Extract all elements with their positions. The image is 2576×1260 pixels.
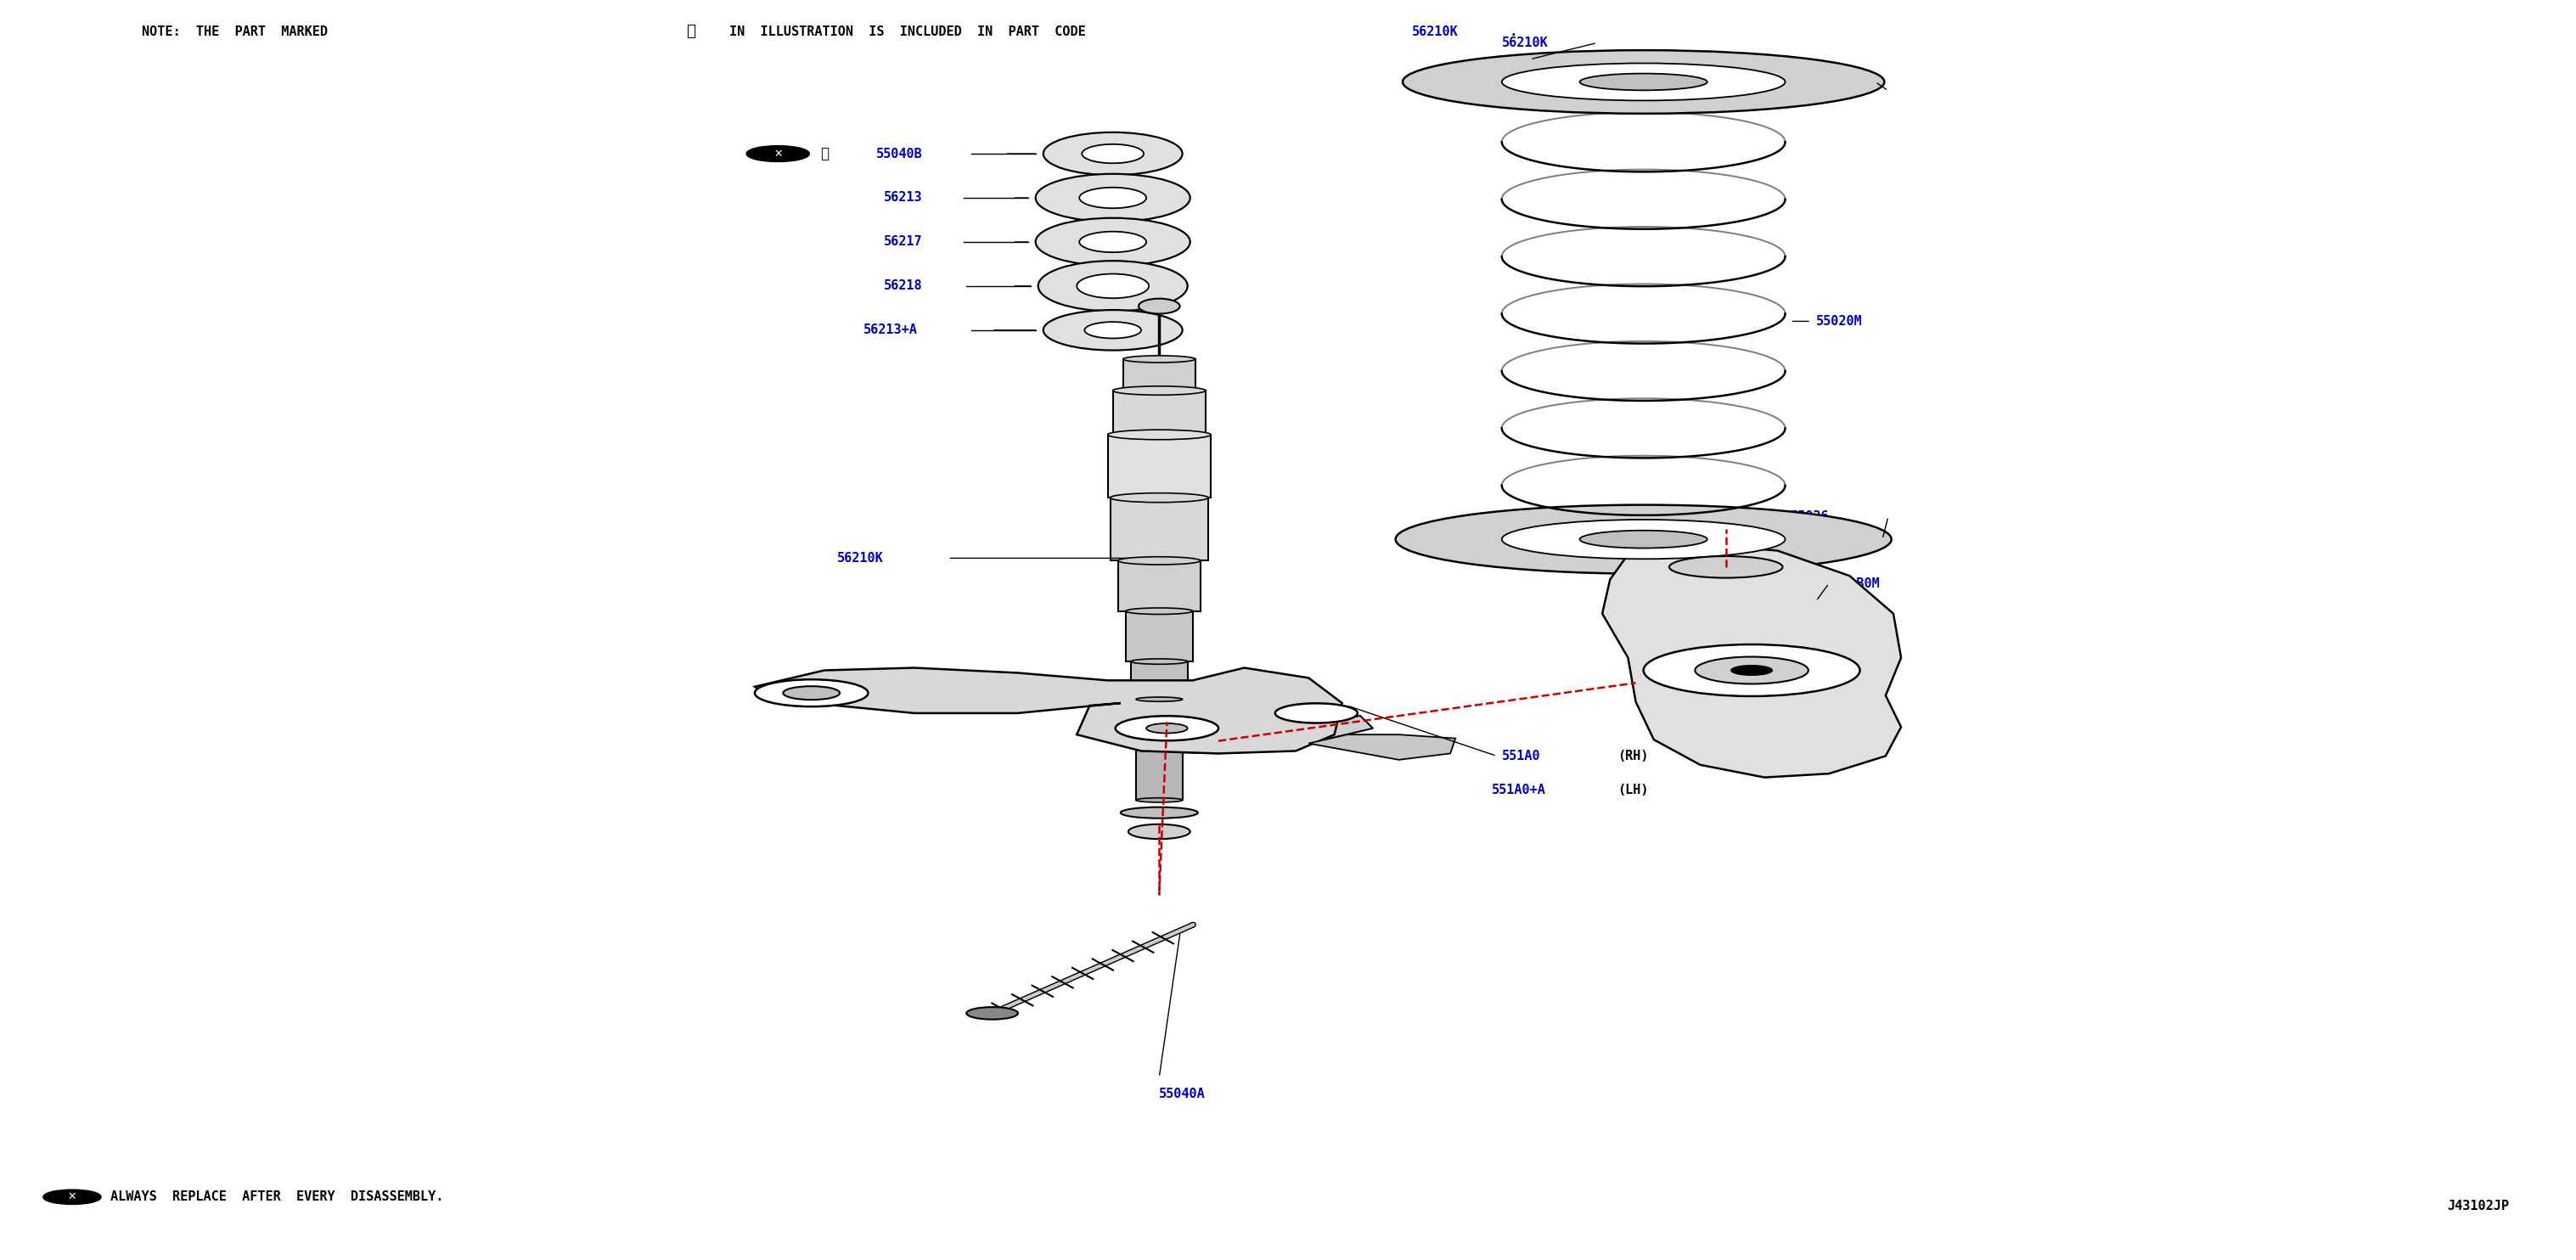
Ellipse shape	[1128, 824, 1190, 839]
Ellipse shape	[1275, 703, 1358, 723]
Ellipse shape	[1139, 299, 1180, 314]
Text: IN  ILLUSTRATION  IS  INCLUDED  IN  PART  CODE: IN ILLUSTRATION IS INCLUDED IN PART CODE	[729, 25, 1084, 38]
Ellipse shape	[1082, 144, 1144, 164]
Polygon shape	[1113, 391, 1206, 435]
Ellipse shape	[1079, 188, 1146, 208]
Text: 56210K: 56210K	[1502, 37, 1548, 49]
Ellipse shape	[1110, 493, 1208, 503]
Ellipse shape	[44, 1191, 100, 1203]
Text: (RH): (RH)	[1618, 750, 1649, 762]
Ellipse shape	[1643, 644, 1860, 697]
Ellipse shape	[1115, 716, 1218, 741]
Ellipse shape	[1502, 63, 1785, 101]
Ellipse shape	[1131, 659, 1188, 664]
Ellipse shape	[966, 1007, 1018, 1019]
Ellipse shape	[1146, 723, 1188, 733]
Ellipse shape	[1123, 355, 1195, 363]
Text: 551A0+A: 551A0+A	[1492, 784, 1546, 796]
Ellipse shape	[1695, 656, 1808, 684]
Ellipse shape	[1121, 808, 1198, 818]
Ellipse shape	[755, 679, 868, 707]
Polygon shape	[1131, 662, 1188, 699]
Polygon shape	[1136, 699, 1182, 800]
Ellipse shape	[1579, 530, 1708, 548]
Ellipse shape	[1043, 132, 1182, 175]
Text: 55040B: 55040B	[876, 147, 922, 160]
Ellipse shape	[1118, 557, 1200, 564]
Polygon shape	[755, 668, 1342, 753]
Ellipse shape	[1502, 519, 1785, 559]
Text: ※: ※	[819, 146, 829, 161]
Polygon shape	[1108, 435, 1211, 498]
Ellipse shape	[1136, 798, 1182, 803]
Text: 55020M: 55020M	[1816, 315, 1862, 328]
Text: 56217: 56217	[884, 236, 922, 248]
Text: ✕: ✕	[67, 1192, 77, 1202]
Ellipse shape	[1579, 73, 1708, 91]
Polygon shape	[1126, 611, 1193, 662]
Text: 55040A: 55040A	[1159, 1087, 1206, 1100]
Text: .: .	[1494, 25, 1517, 38]
Polygon shape	[1309, 735, 1455, 760]
Text: ✕: ✕	[773, 149, 783, 159]
Ellipse shape	[1731, 665, 1772, 675]
Ellipse shape	[1079, 232, 1146, 252]
Ellipse shape	[1036, 218, 1190, 266]
Text: ※: ※	[685, 24, 696, 39]
Text: 56210K: 56210K	[837, 552, 884, 564]
Text: 551A0: 551A0	[1502, 750, 1540, 762]
Polygon shape	[1141, 716, 1373, 753]
Polygon shape	[1602, 544, 1901, 777]
Text: 56213+A: 56213+A	[863, 324, 917, 336]
Polygon shape	[1123, 359, 1195, 391]
Ellipse shape	[1108, 430, 1211, 440]
Text: 55036: 55036	[1790, 510, 1829, 523]
Ellipse shape	[1113, 386, 1206, 396]
Ellipse shape	[747, 146, 809, 161]
Ellipse shape	[1669, 556, 1783, 578]
Text: (LH): (LH)	[1618, 784, 1649, 796]
Ellipse shape	[783, 687, 840, 699]
Text: 551B0M: 551B0M	[1834, 577, 1880, 590]
Text: ALWAYS  REPLACE  AFTER  EVERY  DISASSEMBLY.: ALWAYS REPLACE AFTER EVERY DISASSEMBLY.	[111, 1191, 443, 1203]
Ellipse shape	[1077, 273, 1149, 299]
Polygon shape	[1118, 561, 1200, 611]
Ellipse shape	[1084, 321, 1141, 339]
Ellipse shape	[1401, 50, 1883, 113]
Polygon shape	[1110, 498, 1208, 561]
Text: 56210K: 56210K	[1412, 25, 1458, 38]
Text: 56213: 56213	[884, 192, 922, 204]
Ellipse shape	[1396, 505, 1891, 573]
Text: 56218: 56218	[884, 280, 922, 292]
Text: 55036: 55036	[1790, 84, 1829, 97]
Ellipse shape	[1043, 310, 1182, 350]
Ellipse shape	[1136, 697, 1182, 702]
Text: J43102JP: J43102JP	[2447, 1200, 2509, 1212]
Ellipse shape	[1126, 607, 1193, 615]
Ellipse shape	[1036, 174, 1190, 222]
Ellipse shape	[1038, 261, 1188, 311]
Text: NOTE:  THE  PART  MARKED: NOTE: THE PART MARKED	[142, 25, 327, 38]
